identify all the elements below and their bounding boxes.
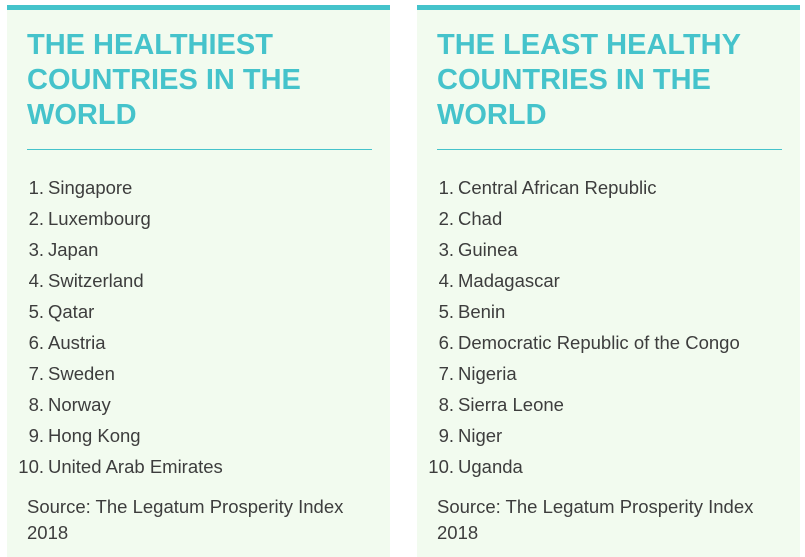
- healthiest-list: 1. Singapore 2. Luxembourg 3. Japan 4. Switz…: [7, 172, 223, 482]
- least-healthy-panel: THE LEAST HEALTHY COUNTRIES IN THE WORLD…: [417, 5, 800, 557]
- country-name: Austria: [48, 331, 106, 353]
- list-item: 3. Guinea: [417, 234, 740, 265]
- country-name: United Arab Emirates: [48, 455, 223, 477]
- list-item: 7. Sweden: [7, 358, 223, 389]
- rank-number: 6.: [438, 331, 454, 353]
- source-note: Source: The Legatum Prosperity Index 201…: [27, 496, 344, 543]
- healthiest-panel: THE HEALTHIEST COUNTRIES IN THE WORLD 1.…: [7, 5, 390, 557]
- list-item: 8. Sierra Leone: [417, 389, 740, 420]
- country-name: Madagascar: [458, 269, 560, 291]
- country-name: Singapore: [48, 176, 133, 198]
- country-name: Democratic Republic of the Congo: [458, 331, 740, 353]
- rank-number: 10.: [428, 455, 454, 477]
- rank-number: 10.: [18, 455, 44, 477]
- country-name: Benin: [458, 300, 506, 322]
- country-name: Chad: [458, 207, 503, 229]
- list-item: 4. Switzerland: [7, 265, 223, 296]
- list-item: 4. Madagascar: [417, 265, 740, 296]
- country-name: Nigeria: [458, 362, 517, 384]
- country-name: Luxembourg: [48, 207, 151, 229]
- rank-number: 3.: [438, 238, 454, 260]
- rank-number: 5.: [28, 300, 44, 322]
- list-item: 2. Chad: [417, 203, 740, 234]
- list-item: 1. Singapore: [7, 172, 223, 203]
- least-healthy-list: 1. Central African Republic 2. Chad 3. Guin…: [417, 172, 740, 482]
- country-name: Sweden: [48, 362, 115, 384]
- country-name: Norway: [48, 393, 111, 415]
- list-item: 10. United Arab Emirates: [7, 451, 223, 482]
- rank-number: 2.: [28, 207, 44, 229]
- country-name: Uganda: [458, 455, 523, 477]
- list-item: 10. Uganda: [417, 451, 740, 482]
- list-item: 5. Qatar: [7, 296, 223, 327]
- list-item: 1. Central African Republic: [417, 172, 740, 203]
- list-item: 5. Benin: [417, 296, 740, 327]
- list-item: 3. Japan: [7, 234, 223, 265]
- rank-number: 4.: [438, 269, 454, 291]
- country-name: Central African Republic: [458, 176, 657, 198]
- list-item: 6. Austria: [7, 327, 223, 358]
- country-name: Sierra Leone: [458, 393, 564, 415]
- country-name: Switzerland: [48, 269, 144, 291]
- rank-number: 8.: [28, 393, 44, 415]
- rank-number: 7.: [438, 362, 454, 384]
- least-healthy-title: THE LEAST HEALTHY COUNTRIES IN THE WORLD: [437, 29, 741, 131]
- rank-number: 1.: [438, 176, 454, 198]
- source-note: Source: The Legatum Prosperity Index 201…: [437, 496, 754, 543]
- rank-number: 1.: [28, 176, 44, 198]
- list-item: 8. Norway: [7, 389, 223, 420]
- rank-number: 8.: [438, 393, 454, 415]
- country-name: Qatar: [48, 300, 95, 322]
- list-item: 6. Democratic Republic of the Congo: [417, 327, 740, 358]
- list-item: 9. Niger: [417, 420, 740, 451]
- country-name: Hong Kong: [48, 424, 141, 446]
- rank-number: 4.: [28, 269, 44, 291]
- rank-number: 7.: [28, 362, 44, 384]
- rank-number: 5.: [438, 300, 454, 322]
- rank-number: 2.: [438, 207, 454, 229]
- list-item: 7. Nigeria: [417, 358, 740, 389]
- country-name: Japan: [48, 238, 99, 260]
- rank-number: 9.: [28, 424, 44, 446]
- list-item: 9. Hong Kong: [7, 420, 223, 451]
- country-name: Niger: [458, 424, 503, 446]
- rank-number: 3.: [28, 238, 44, 260]
- rank-number: 6.: [28, 331, 44, 353]
- list-item: 2. Luxembourg: [7, 203, 223, 234]
- title-divider: [437, 149, 782, 150]
- country-name: Guinea: [458, 238, 518, 260]
- rank-number: 9.: [438, 424, 454, 446]
- healthiest-title: THE HEALTHIEST COUNTRIES IN THE WORLD: [27, 29, 301, 131]
- title-divider: [27, 149, 372, 150]
